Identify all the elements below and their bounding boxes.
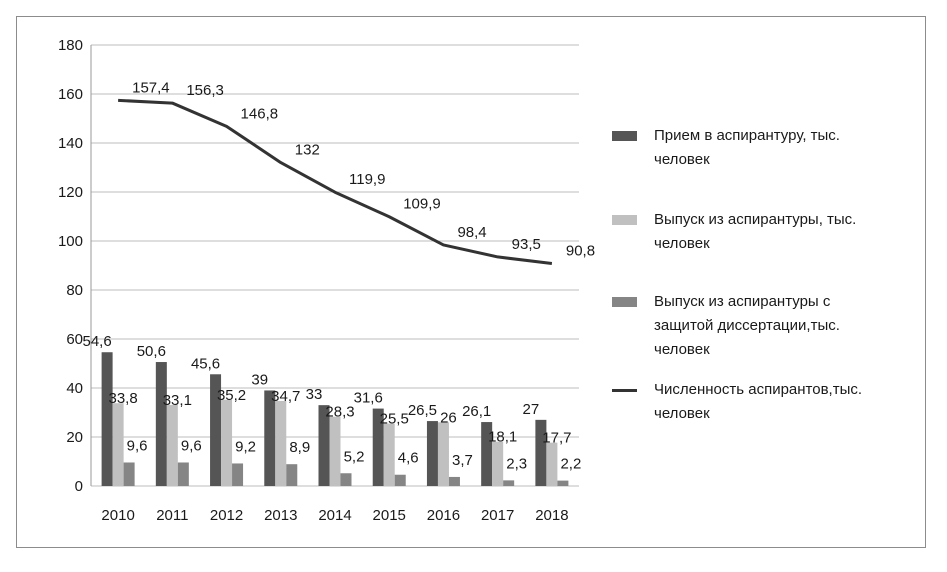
data-label-graduation: 35,2 [217,387,246,404]
data-label-graduation-defense: 2,2 [560,456,581,473]
data-label-graduation: 33,1 [163,392,192,409]
x-tick-label: 2018 [535,507,568,524]
x-tick-label: 2012 [210,507,243,524]
legend-swatch-graduation [612,215,637,225]
data-label-admission: 45,6 [191,355,220,372]
x-tick-label: 2016 [427,507,460,524]
data-label-graduation: 25,5 [380,411,409,428]
data-label-admission: 50,6 [137,343,166,360]
legend-label-line: Численность аспирантов,тыс. [654,381,863,398]
bar-graduation [492,441,504,486]
data-label-students: 157,4 [132,79,170,96]
x-tick-label: 2017 [481,507,514,524]
legend-swatch-admission [612,131,637,141]
y-tick-label: 60 [66,331,83,348]
x-tick-label: 2015 [373,507,406,524]
data-label-students: 156,3 [186,82,224,99]
chart-frame: 0 20 40 60 80 100 120 140 160 180 2010 2011 2012 2013… [16,16,926,548]
bar-admission [318,405,330,486]
bar-graduation [166,404,178,486]
x-tick-label: 2014 [318,507,351,524]
bar-graduation-defense [340,473,352,486]
legend-label-line: человек [654,151,710,168]
data-label-students: 109,9 [403,196,441,213]
x-tick-label: 2013 [264,507,297,524]
legend-label-line: человек [654,235,710,252]
bar-admission [210,374,222,486]
data-label-graduation-defense: 2,3 [506,455,527,472]
legend-label-line: Прием в аспирантуру, тыс. [654,127,840,144]
bar-admission [535,419,547,486]
bar-graduation [221,399,233,486]
bar-graduation [546,442,558,486]
y-tick-label: 120 [58,184,83,201]
bar-graduation-defense [394,474,406,486]
legend-swatch-students [612,389,637,392]
data-label-students: 132 [295,142,320,159]
bar-graduation [437,422,449,486]
data-label-graduation: 33,8 [109,390,138,407]
bar-graduation [329,416,341,486]
bar-graduation-defense [177,462,189,486]
x-tick-label: 2010 [101,507,134,524]
bar-graduation [275,400,287,486]
data-label-admission: 27 [523,401,540,418]
bar-admission [101,352,113,486]
bar-graduation-defense [286,464,298,486]
line-students [118,98,553,266]
legend-label-line: Выпуск из аспирантуры, тыс. [654,211,857,228]
bar-graduation-defense [232,463,244,486]
y-tick-label: 0 [75,478,83,495]
legend-label-line: человек [654,405,710,422]
bar-admission [155,362,167,486]
data-label-graduation-defense: 5,2 [344,448,365,465]
y-tick-label: 100 [58,233,83,250]
legend-label-line: Выпуск из аспирантуры с [654,293,831,310]
data-label-students: 90,8 [566,243,595,260]
bar-admission [372,408,384,486]
data-label-admission: 54,6 [83,333,112,350]
bar-admission [264,390,276,486]
bar-graduation-defense [503,480,515,486]
y-tick-label: 140 [58,135,83,152]
data-label-graduation: 28,3 [325,404,354,421]
legend-label-line: защитой диссертации,тыс. [654,317,840,334]
data-label-students: 98,4 [457,224,486,241]
data-label-graduation-defense: 8,9 [289,439,310,456]
bar-admission [481,422,493,486]
data-label-admission: 33 [306,386,323,403]
data-label-graduation: 17,7 [542,430,571,447]
x-tick-label: 2011 [156,507,188,524]
y-tick-label: 80 [66,282,83,299]
data-label-students: 146,8 [241,105,279,122]
y-tick-label: 160 [58,86,83,103]
legend-swatch-graduation-defense [612,297,637,307]
bar-graduation [383,423,395,486]
bar-admission [426,421,438,486]
data-label-admission: 26,1 [462,403,491,420]
y-tick-label: 20 [66,429,83,446]
bar-graduation-defense [557,480,569,486]
data-label-graduation: 26 [440,409,457,426]
data-label-students: 119,9 [349,171,385,188]
combo-chart: 0 20 40 60 80 100 120 140 160 180 2010 2011 2012 2013… [58,37,595,524]
data-label-students: 93,5 [512,236,541,253]
legend-label-line: человек [654,341,710,358]
y-tick-label: 40 [66,380,83,397]
data-label-graduation: 18,1 [488,429,517,446]
data-label-graduation: 34,7 [271,388,300,405]
bar-graduation-defense [448,476,460,486]
data-label-admission: 26,5 [408,402,437,419]
data-label-graduation-defense: 4,6 [398,450,419,467]
bar-graduation-defense [123,462,135,486]
y-tick-label: 180 [58,37,83,54]
data-label-admission: 31,6 [354,390,383,407]
data-label-admission: 39 [251,371,268,388]
data-label-graduation-defense: 9,2 [235,438,256,455]
data-label-graduation-defense: 3,7 [452,452,473,469]
data-label-graduation-defense: 9,6 [127,437,148,454]
data-label-graduation-defense: 9,6 [181,437,202,454]
bar-graduation [112,403,124,486]
